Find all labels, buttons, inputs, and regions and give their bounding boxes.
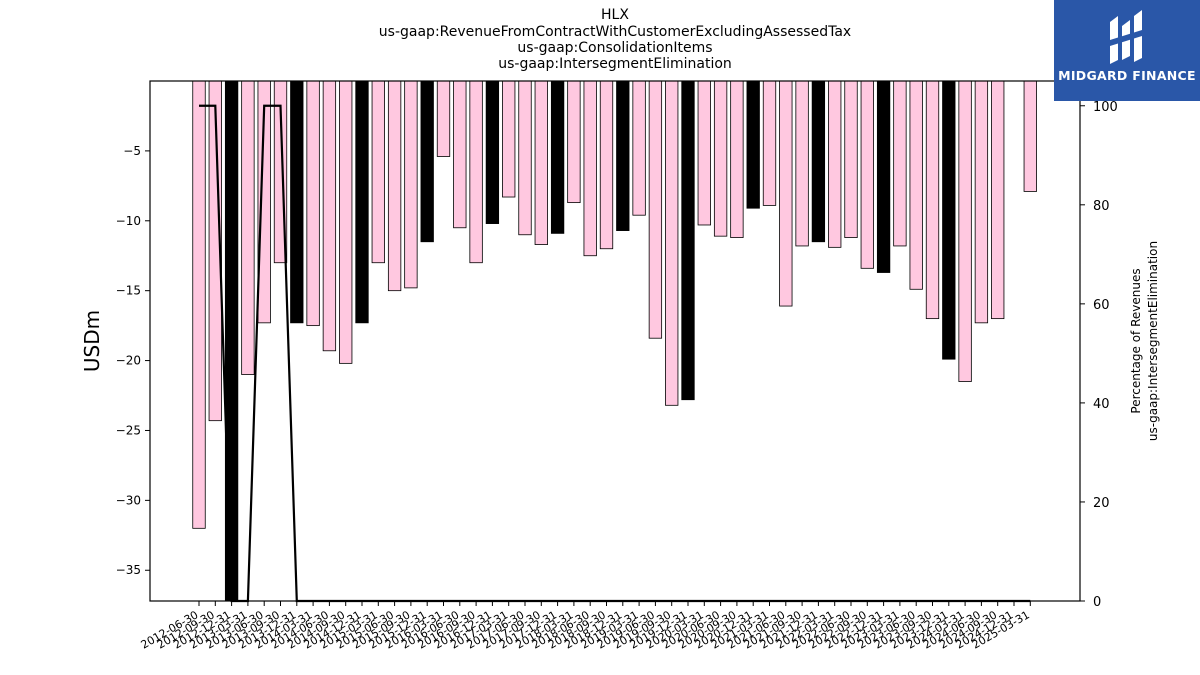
y-tick-label: −30	[116, 493, 141, 507]
bar	[876, 80, 891, 273]
plot-frame	[149, 80, 1081, 602]
bar	[860, 80, 874, 269]
y-tick-label: −10	[116, 214, 141, 228]
bar	[241, 80, 255, 375]
bar	[925, 80, 940, 320]
y2-tick-label: 20	[1093, 496, 1110, 511]
bar	[616, 80, 630, 231]
bar	[909, 80, 923, 290]
bar	[502, 80, 516, 198]
bar	[583, 80, 597, 257]
bar	[306, 80, 320, 327]
bar	[387, 80, 402, 292]
bar	[224, 80, 239, 602]
bar	[713, 80, 728, 237]
bar	[355, 80, 369, 324]
chart-title: HLX	[601, 7, 629, 23]
bar	[550, 80, 565, 234]
bar	[958, 80, 972, 382]
bar	[453, 80, 467, 229]
y-axis-label: USDm	[80, 310, 104, 372]
y-tick-label: −35	[116, 563, 141, 577]
chart-subtitle-axis: us-gaap:ConsolidationItems	[517, 40, 713, 56]
bar	[322, 80, 337, 352]
chart-subtitle-member: us-gaap:IntersegmentElimination	[498, 56, 732, 72]
bar	[991, 80, 1005, 320]
bar	[518, 80, 532, 236]
y2-axis-label-line2: us-gaap:IntersegmentElimination	[1146, 241, 1160, 441]
bar	[648, 80, 663, 339]
midgard-finance-logo: MIDGARD FINANCE	[1054, 0, 1200, 101]
bar	[485, 80, 500, 224]
bar	[828, 80, 842, 248]
bar	[730, 80, 744, 238]
y2-tick-label: 0	[1093, 595, 1101, 610]
bar	[665, 80, 679, 406]
bar	[420, 80, 434, 243]
bar	[567, 80, 581, 204]
bar	[404, 80, 418, 289]
y2-axis-label-line1: Percentage of Revenues	[1129, 268, 1143, 413]
bar	[974, 80, 989, 324]
logo-text: MIDGARD FINANCE	[1058, 68, 1196, 83]
bar	[534, 80, 548, 245]
chart-subtitle-concept: us-gaap:RevenueFromContractWithCustomerE…	[378, 24, 852, 40]
bar	[436, 80, 451, 157]
bar	[632, 80, 646, 216]
bar	[599, 80, 614, 250]
bar	[795, 80, 809, 247]
bar	[779, 80, 793, 307]
y-tick-label: −5	[123, 144, 141, 158]
bar	[681, 80, 695, 401]
bar	[339, 80, 353, 364]
bar	[371, 80, 385, 264]
bar	[762, 80, 777, 206]
midgard-logo-icon	[1110, 10, 1142, 64]
y2-tick-label: 60	[1093, 298, 1110, 313]
bar	[844, 80, 858, 238]
bar	[893, 80, 907, 247]
bar	[469, 80, 483, 264]
bar	[697, 80, 711, 226]
y-tick-label: −25	[116, 423, 141, 437]
bar	[942, 80, 956, 360]
y-tick-label: −20	[116, 354, 141, 368]
bar	[192, 80, 206, 529]
y2-tick-label: 100	[1093, 100, 1118, 115]
y2-tick-label: 40	[1093, 397, 1110, 412]
bar	[811, 80, 826, 243]
y2-tick-label: 80	[1093, 199, 1110, 214]
bar	[290, 80, 304, 324]
bar	[1023, 80, 1037, 192]
y-tick-label: −15	[116, 284, 141, 298]
bar	[746, 80, 760, 209]
